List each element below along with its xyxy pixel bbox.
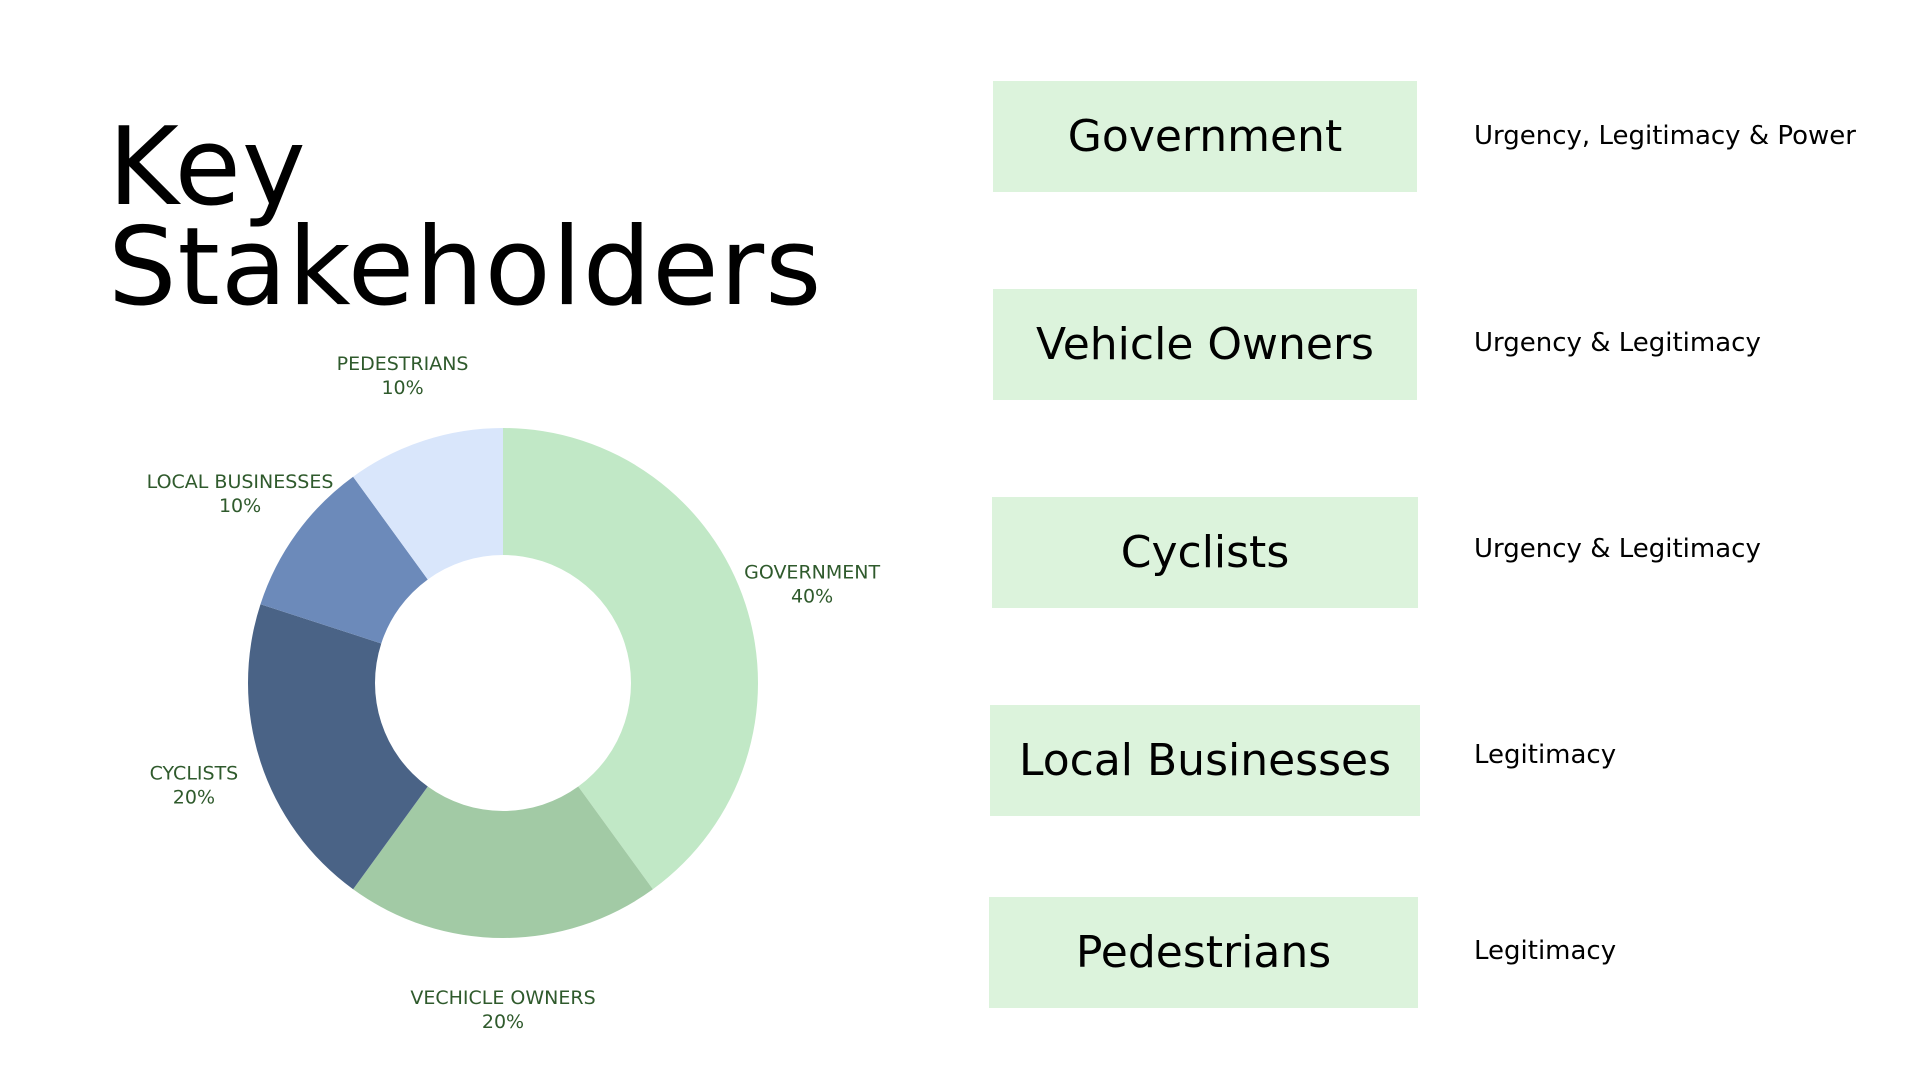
stakeholder-box-vehicle-owners: Vehicle Owners xyxy=(993,289,1417,400)
slice-value-label: 20% xyxy=(482,1011,524,1033)
slice-name-label: VECHICLE OWNERS xyxy=(410,987,595,1009)
donut-slice-government xyxy=(503,428,759,890)
title-line-2: Stakeholders xyxy=(108,205,823,330)
stakeholder-box-pedestrians: Pedestrians xyxy=(989,897,1418,1008)
donut-slice-local-businesses xyxy=(260,476,428,644)
stakeholder-attributes: Legitimacy xyxy=(1474,936,1617,966)
stakeholder-attributes: Urgency & Legitimacy xyxy=(1474,328,1761,358)
slice-value-label: 20% xyxy=(173,786,215,808)
stakeholder-name: Local Businesses xyxy=(1018,735,1392,786)
donut-slice-cyclists xyxy=(248,604,428,890)
stakeholder-attributes: Urgency, Legitimacy & Power xyxy=(1474,121,1856,151)
stakeholder-name: Government xyxy=(1067,111,1343,162)
donut-slice-vechicle-owners xyxy=(353,786,653,938)
stakeholder-box-government: Government xyxy=(993,81,1417,192)
slice-name-label: GOVERNMENT xyxy=(744,562,880,584)
title-line-1: Key xyxy=(108,105,307,230)
slice-name-label: CYCLISTS xyxy=(150,762,239,784)
page-title: Key Stakeholders xyxy=(108,105,823,330)
stakeholder-name: Pedestrians xyxy=(1075,927,1332,978)
donut-slice-pedestrians xyxy=(353,428,503,580)
stakeholder-attributes: Legitimacy xyxy=(1474,740,1617,770)
stakeholder-name: Cyclists xyxy=(1120,527,1290,578)
stakeholder-name: Vehicle Owners xyxy=(1036,319,1374,370)
slice-value-label: 10% xyxy=(381,377,423,399)
stakeholder-box-local-businesses: Local Businesses xyxy=(990,705,1420,816)
slice-name-label: PEDESTRIANS xyxy=(337,353,469,375)
stakeholder-attributes: Urgency & Legitimacy xyxy=(1474,534,1761,564)
stakeholder-box-cyclists: Cyclists xyxy=(992,497,1418,608)
slice-value-label: 10% xyxy=(219,495,261,517)
slice-name-label: LOCAL BUSINESSES xyxy=(147,471,334,493)
slice-value-label: 40% xyxy=(791,586,833,608)
